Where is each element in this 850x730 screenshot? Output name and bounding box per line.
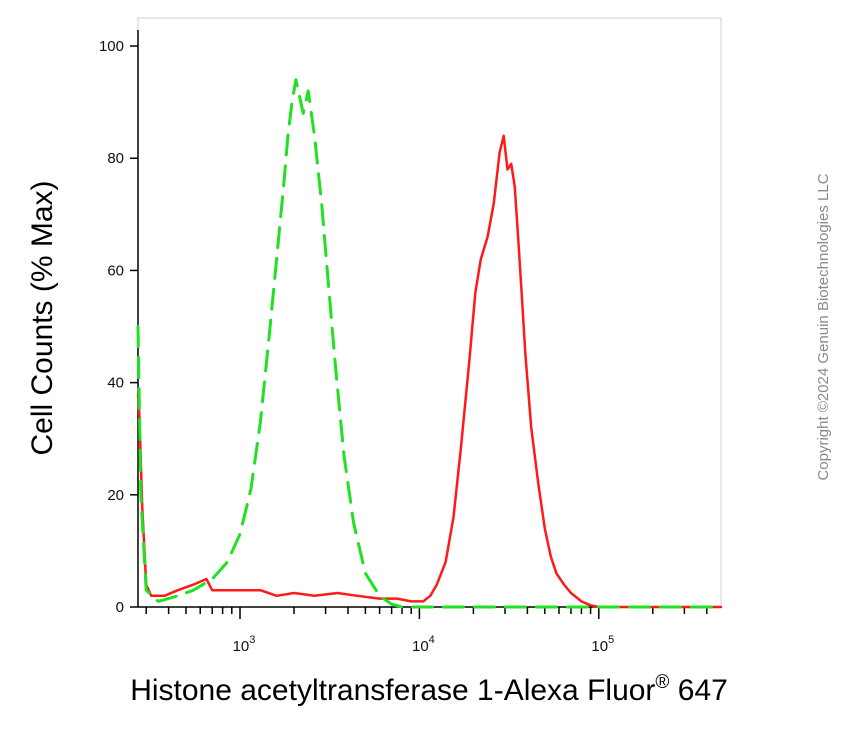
x-tick-label-base: 10 [591, 638, 608, 655]
x-axis-ticks: 103 104 105 [145, 607, 708, 655]
y-axis-label: Cell Counts (% Max) [26, 180, 59, 455]
x-axis-label-registered-mark: ® [655, 672, 669, 693]
y-tick-label: 20 [107, 487, 124, 504]
series-layer [136, 78, 723, 609]
y-tick-label: 100 [99, 38, 124, 55]
x-axis-label-tail: 647 [669, 674, 727, 707]
x-axis-label-main: Histone acetyltransferase 1-Alexa Fluor [130, 674, 655, 707]
y-axis-ticks: 0 20 40 60 80 100 [99, 38, 138, 616]
x-tick-label-exponent: 5 [608, 634, 614, 646]
y-tick-label: 80 [107, 150, 124, 167]
plot-frame [137, 17, 722, 608]
series-red-solid-line [136, 134, 723, 609]
x-axis-label: Histone acetyltransferase 1-Alexa Fluor®… [130, 672, 728, 707]
y-tick-label: 60 [107, 262, 124, 279]
x-tick-label-exponent: 3 [249, 634, 255, 646]
x-tick-label: 103 [233, 634, 256, 655]
x-tick-label-base: 10 [233, 638, 250, 655]
x-tick-label: 105 [591, 634, 614, 655]
x-tick-label-base: 10 [412, 638, 429, 655]
x-tick-label-exponent: 4 [429, 634, 435, 646]
y-tick-label: 40 [107, 375, 124, 392]
y-tick-label: 0 [116, 599, 124, 616]
copyright-watermark: Copyright ©2024 Genuin Biotechnologies L… [815, 173, 832, 480]
series-green-dashed-line [136, 78, 723, 609]
x-tick-label: 104 [412, 634, 435, 655]
